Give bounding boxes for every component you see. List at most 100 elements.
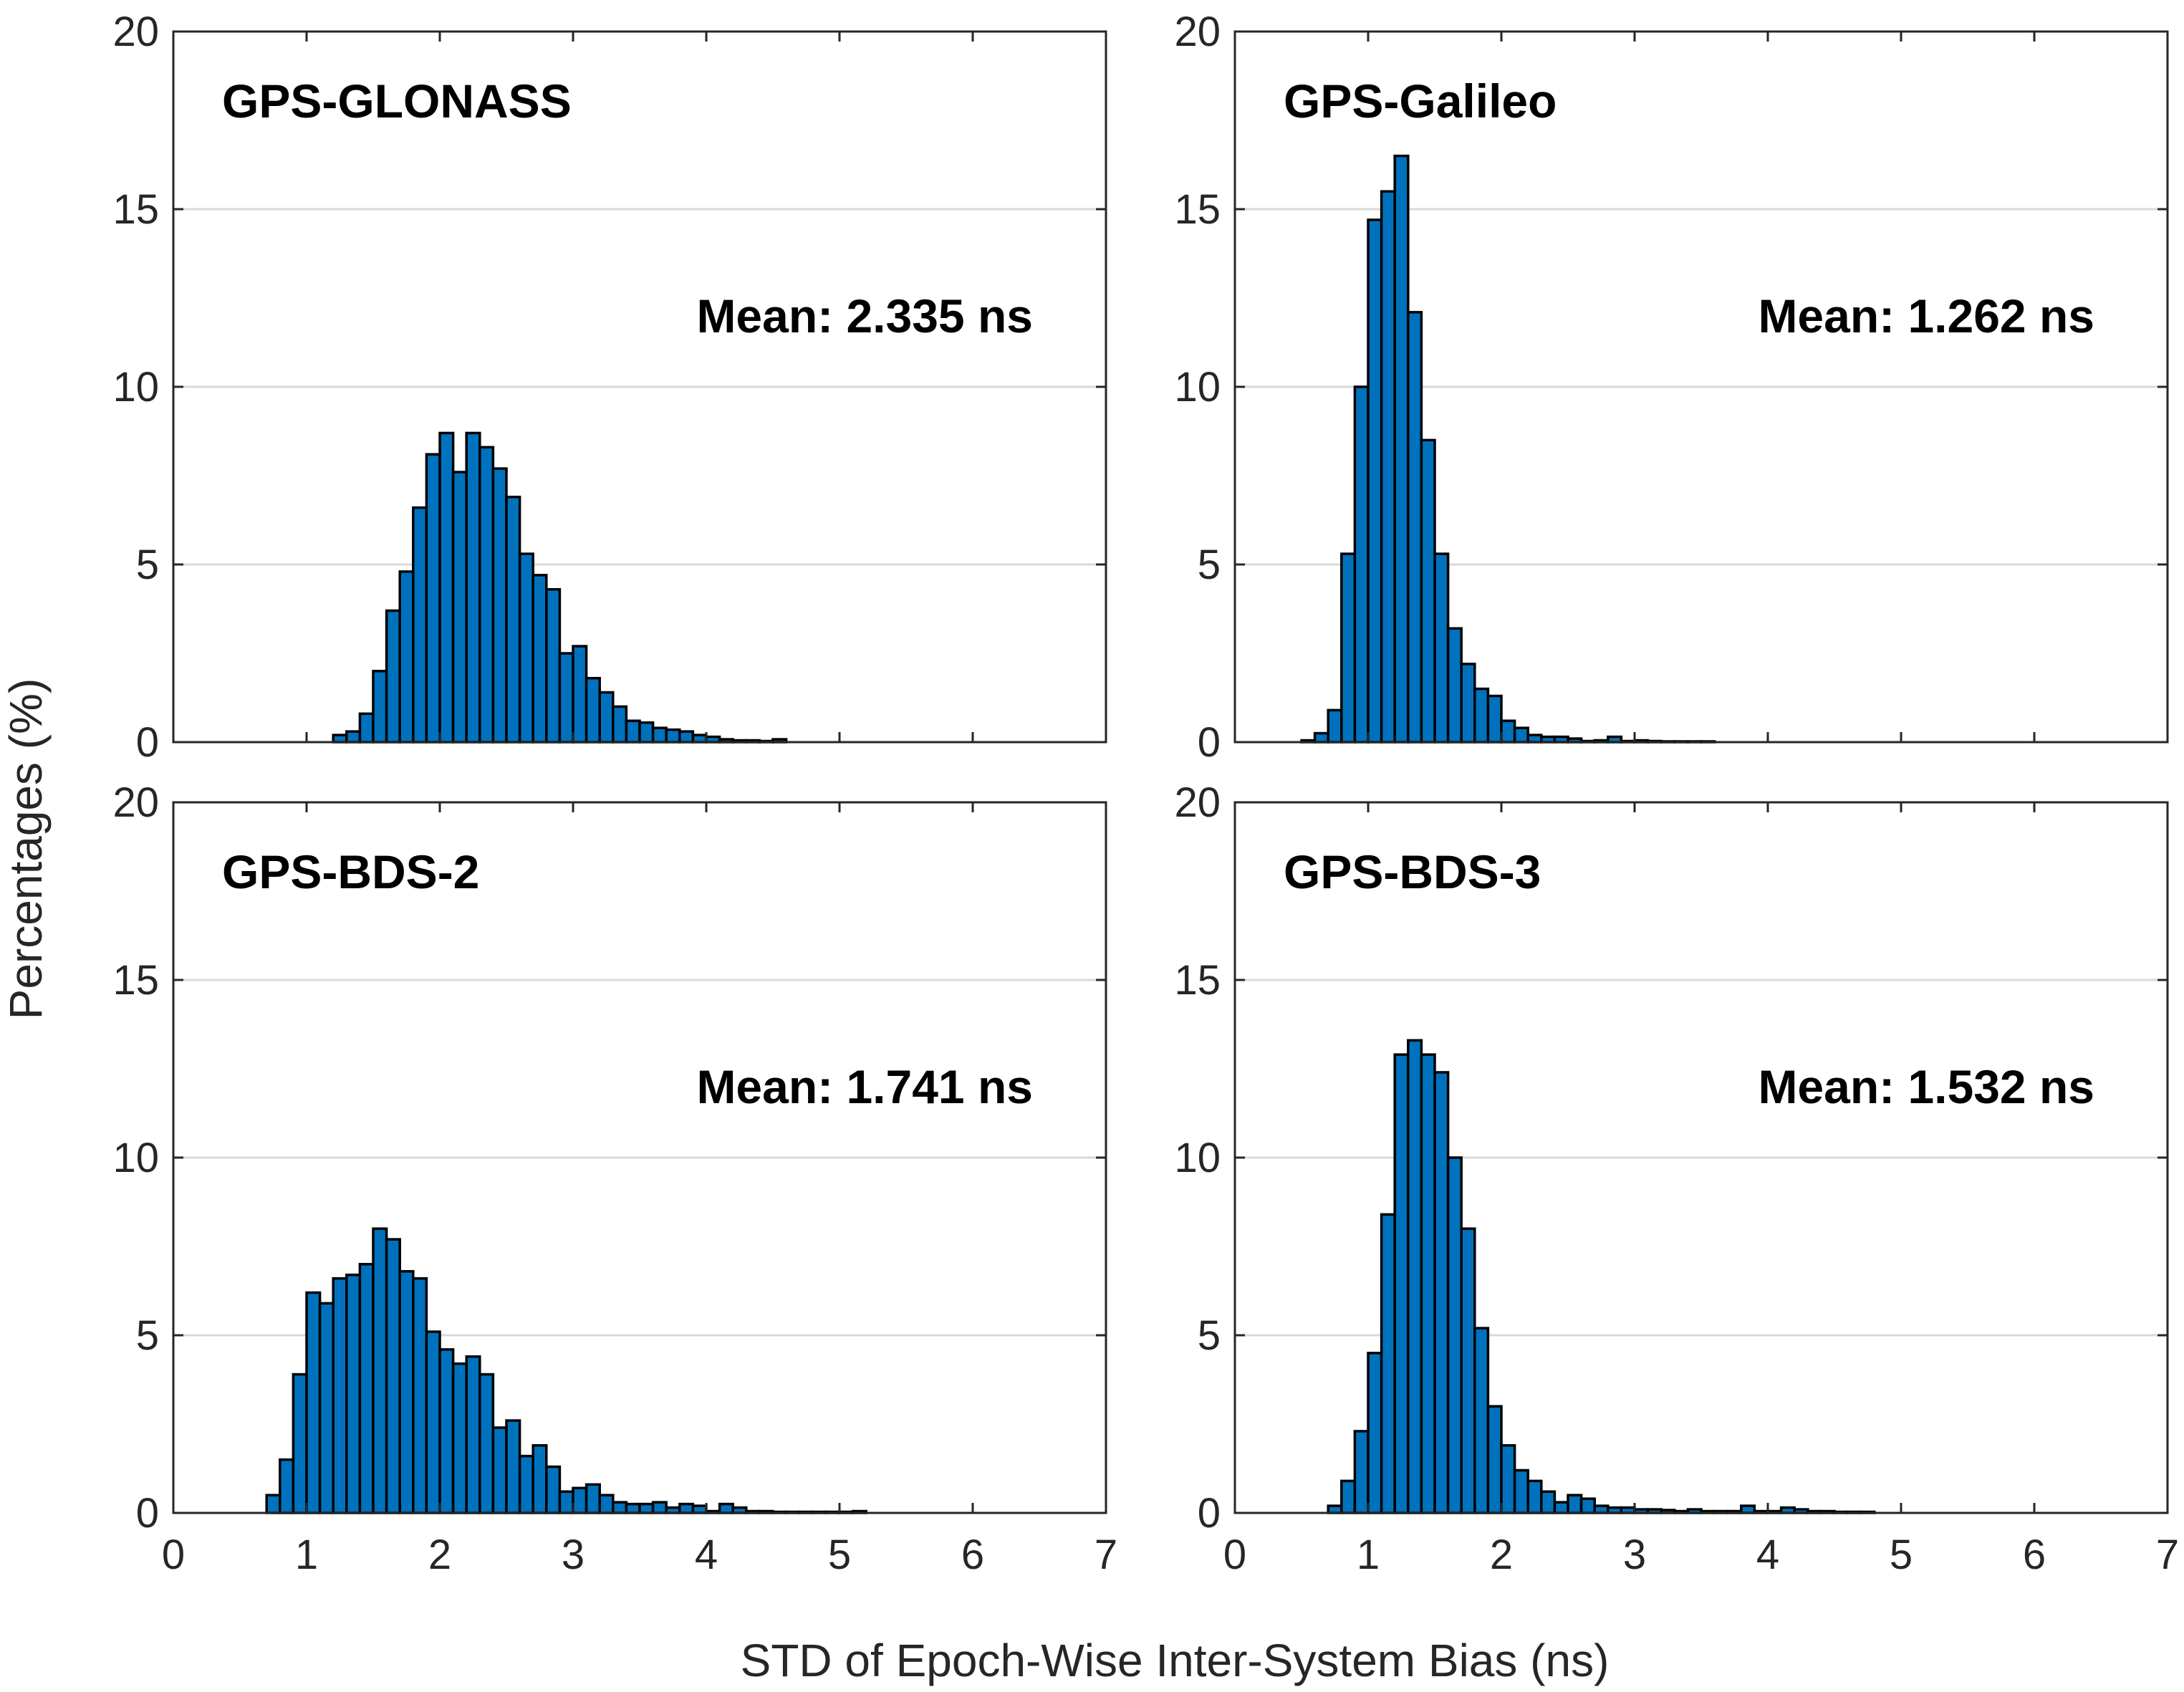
y-tick-label: 5 xyxy=(136,1312,159,1359)
histogram-bar xyxy=(279,1458,295,1514)
histogram-bar xyxy=(1313,731,1329,744)
x-tick-label: 1 xyxy=(1357,1532,1380,1578)
histogram-bar xyxy=(451,1362,468,1514)
y-axis-label: Percentages (%) xyxy=(0,678,52,1020)
histogram-bar xyxy=(1327,708,1343,744)
x-axis-label: STD of Epoch-Wise Inter-System Bias (ns) xyxy=(741,1635,1610,1686)
y-tick-label: 20 xyxy=(1174,9,1221,55)
y-tick-label: 15 xyxy=(112,186,159,233)
x-tick-label: 7 xyxy=(1095,1532,1117,1578)
mean-annotation-gps-galileo: Mean: 1.262 ns xyxy=(1758,289,2094,342)
histogram-bar xyxy=(491,467,508,744)
histogram-bar xyxy=(1500,1444,1516,1514)
histogram-bar xyxy=(585,1483,601,1514)
histogram-bar xyxy=(651,726,668,744)
mean-annotation-gps-bds-2: Mean: 1.741 ns xyxy=(696,1060,1033,1113)
histogram-bar xyxy=(598,1494,615,1514)
chart-panel-gps-galileo: 0 5 10 15 20 GPS-Galileo Mean: 1.262 ns xyxy=(1174,9,2169,766)
histogram-bar xyxy=(612,705,628,744)
histogram-bar xyxy=(1393,1053,1410,1514)
histogram-bar xyxy=(451,471,468,744)
histogram-bar xyxy=(1446,627,1463,744)
histogram-bar xyxy=(412,506,428,744)
histogram-bar xyxy=(1353,1430,1370,1514)
histogram-bar xyxy=(598,691,615,744)
x-tick-label: 7 xyxy=(2156,1532,2179,1578)
histogram-bar xyxy=(718,1502,734,1514)
x-tick-label: 5 xyxy=(828,1532,851,1578)
histogram-bar xyxy=(1407,1039,1423,1514)
histogram-bar xyxy=(1526,1479,1543,1514)
y-tick-label: 5 xyxy=(1198,542,1221,588)
x-tick-label: 6 xyxy=(2023,1532,2046,1578)
histogram-bar xyxy=(612,1501,628,1514)
histogram-bar xyxy=(332,1277,348,1514)
histogram-bar xyxy=(1380,190,1396,744)
histogram-bar xyxy=(385,1238,401,1514)
histogram-bar xyxy=(505,496,521,744)
histogram-bar xyxy=(385,609,401,744)
panel-title-gps-bds-3: GPS-BDS-3 xyxy=(1284,845,1541,898)
chart-panel-gps-bds-2: 0 5 10 15 20 0 1 2 3 4 5 6 7 GPS-BDS-2 Mean: 1.741 ns xyxy=(112,779,1117,1578)
histogram-bar xyxy=(1353,385,1370,744)
y-tick-label: 15 xyxy=(1174,186,1221,233)
histogram-bar xyxy=(478,1373,495,1514)
histogram-bar xyxy=(1367,218,1383,744)
histogram-bar xyxy=(531,574,548,744)
histogram-bar xyxy=(358,712,375,744)
histogram-bar xyxy=(1433,552,1450,744)
histogram-bar xyxy=(398,1269,415,1514)
histogram-bar xyxy=(505,1419,521,1514)
histogram-bar xyxy=(558,1490,574,1514)
histogram-bar xyxy=(1340,552,1357,744)
histogram-bar xyxy=(305,1291,322,1514)
histogram-bar xyxy=(372,1227,388,1514)
histogram-bar xyxy=(518,1454,534,1514)
histogram-bar xyxy=(412,1277,428,1514)
histogram-bar xyxy=(345,1273,362,1514)
histogram-bar xyxy=(1460,1227,1476,1514)
chart-panel-gps-glonass: 0 5 10 15 20 GPS-GLONASS Mean: 2.335 ns xyxy=(112,9,1107,766)
histogram-bar xyxy=(678,1502,695,1514)
mean-annotation-gps-glonass: Mean: 2.335 ns xyxy=(696,289,1033,342)
y-tick-label: 10 xyxy=(1174,1135,1221,1181)
histogram-bar xyxy=(1553,1501,1569,1514)
histogram-bar xyxy=(545,587,562,744)
x-tick-label: 2 xyxy=(428,1532,451,1578)
histogram-bar xyxy=(1473,687,1490,744)
y-tick-label: 0 xyxy=(1198,719,1221,766)
y-tick-label: 0 xyxy=(1198,1490,1221,1537)
y-tick-label: 20 xyxy=(1174,779,1221,826)
y-tick-label: 10 xyxy=(112,1135,159,1181)
histogram-bar xyxy=(1407,311,1423,744)
histogram-bar xyxy=(1579,1497,1596,1514)
histogram-bar xyxy=(1380,1213,1396,1514)
histogram-bar xyxy=(638,721,655,744)
histogram-bar xyxy=(1393,154,1410,744)
histogram-bar xyxy=(465,431,481,744)
histogram-bar xyxy=(292,1373,308,1514)
panel-title-gps-galileo: GPS-Galileo xyxy=(1284,74,1557,128)
histogram-bar xyxy=(585,676,601,744)
x-tick-label: 4 xyxy=(1756,1532,1779,1578)
y-tick-label: 10 xyxy=(1174,364,1221,410)
y-tick-label: 20 xyxy=(112,9,159,55)
x-tick-label: 4 xyxy=(695,1532,718,1578)
histogram-bar xyxy=(265,1494,282,1514)
histogram-bar xyxy=(465,1355,481,1514)
histogram-bar xyxy=(425,453,441,744)
histogram-bar xyxy=(372,670,388,744)
y-tick-label: 0 xyxy=(136,719,159,766)
histogram-bar xyxy=(518,552,534,744)
histogram-bar xyxy=(398,570,415,744)
histogram-bar xyxy=(572,645,588,744)
x-tick-label: 2 xyxy=(1490,1532,1513,1578)
histogram-bar xyxy=(651,1501,668,1514)
histogram-bar xyxy=(545,1465,562,1514)
histogram-bar xyxy=(425,1330,441,1514)
y-tick-label: 20 xyxy=(112,779,159,826)
panel-title-gps-glonass: GPS-GLONASS xyxy=(222,74,572,128)
x-tick-label: 3 xyxy=(562,1532,585,1578)
